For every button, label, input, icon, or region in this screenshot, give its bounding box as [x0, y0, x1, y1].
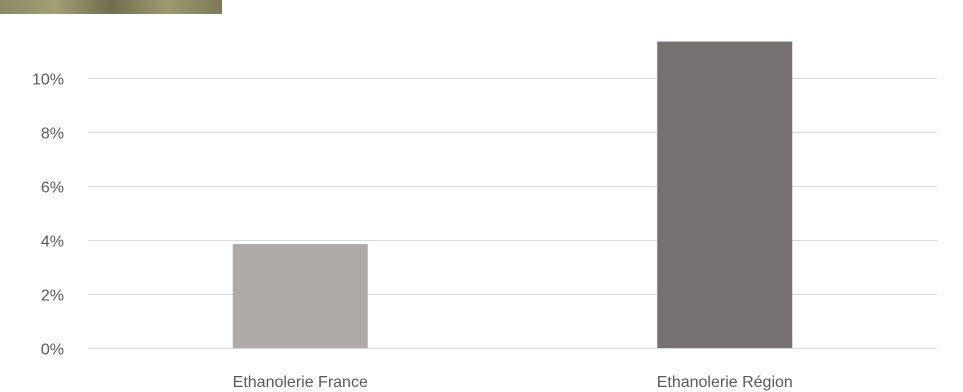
y-tick-label: 6% — [41, 180, 64, 197]
bar-ethanolerie-region — [657, 41, 793, 349]
y-tick-label: 0% — [41, 342, 64, 359]
bars — [232, 41, 793, 349]
photo-fragment — [0, 0, 222, 14]
category-label: Ethanolerie France — [233, 374, 368, 391]
y-tick-label: 2% — [41, 288, 64, 305]
category-label: Ethanolerie Région — [657, 374, 793, 391]
gridlines — [88, 78, 937, 349]
y-axis-tick-labels: 0% 2% 4% 6% 8% 10% — [32, 72, 64, 359]
x-axis-category-labels: Ethanolerie France Ethanolerie Région — [233, 374, 793, 391]
bar-ethanolerie-france — [232, 244, 368, 348]
y-tick-label: 10% — [32, 72, 64, 89]
y-tick-label: 8% — [41, 126, 64, 143]
y-tick-label: 4% — [41, 234, 64, 251]
